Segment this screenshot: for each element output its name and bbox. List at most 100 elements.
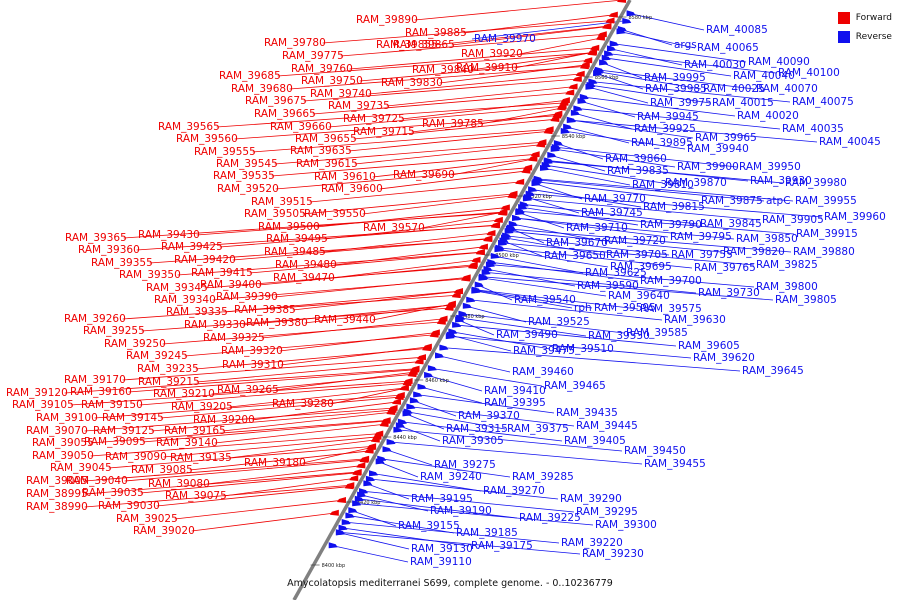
forward-gene-label: RAM_39545 xyxy=(216,158,278,170)
leader-line xyxy=(492,255,584,274)
forward-gene-label: RAM_39430 xyxy=(138,229,200,241)
leader-line xyxy=(302,193,516,215)
leader-line xyxy=(600,61,643,79)
reverse-gene-arrow xyxy=(547,151,557,158)
forward-gene-arrow xyxy=(608,11,618,18)
legend-item-forward: Forward xyxy=(837,8,892,27)
leader-line xyxy=(162,321,444,345)
reverse-gene-arrow xyxy=(363,480,373,487)
leader-line xyxy=(302,446,374,464)
forward-gene-arrow xyxy=(595,34,605,41)
forward-gene-label: RAM_39210 xyxy=(153,388,215,400)
forward-gene-arrow xyxy=(536,141,546,148)
forward-gene-arrow xyxy=(528,155,538,162)
leader-line xyxy=(350,509,397,527)
reverse-gene-label: RAM_39770 xyxy=(584,193,646,205)
reverse-gene-arrow xyxy=(594,66,604,73)
reverse-gene-arrow xyxy=(508,220,518,227)
reverse-gene-arrow xyxy=(495,244,505,251)
reverse-gene-label: RAM_40065 xyxy=(697,42,759,54)
leader-line xyxy=(122,356,425,381)
reverse-gene-label: RAM_39190 xyxy=(430,505,492,517)
reverse-gene-label: RAM_39595 xyxy=(594,302,656,314)
leader-line xyxy=(568,119,818,143)
leader-line xyxy=(611,43,747,63)
forward-gene-arrow xyxy=(453,288,463,295)
reverse-gene-arrow xyxy=(452,321,462,328)
leader-line xyxy=(587,86,649,104)
forward-gene-label: RAM_39340 xyxy=(154,294,216,306)
tick-label: 8480 kbp xyxy=(461,314,485,320)
leader-line xyxy=(473,290,573,309)
reverse-gene-arrow xyxy=(519,201,529,208)
leader-line xyxy=(425,374,483,392)
forward-gene-label: RAM_39050 xyxy=(32,450,94,462)
forward-gene-label: RAM_39250 xyxy=(104,338,166,350)
forward-gene-label: RAM_39440 xyxy=(314,314,376,326)
leader-line xyxy=(258,264,476,286)
leader-line xyxy=(514,51,596,69)
forward-gene-label: RAM_39025 xyxy=(116,513,178,525)
leader-line xyxy=(331,259,479,279)
leader-line xyxy=(521,203,699,225)
forward-gene-arrow xyxy=(478,243,488,250)
forward-gene-label: RAM_39920 xyxy=(461,48,523,60)
forward-gene-label: RAM_39165 xyxy=(164,425,226,437)
tick-label: 8400 kbp xyxy=(322,563,346,569)
forward-gene-label: RAM_39140 xyxy=(156,437,218,449)
reverse-gene-arrow xyxy=(570,109,580,116)
reverse-gene-arrow xyxy=(341,519,351,526)
leader-line xyxy=(292,290,462,311)
forward-gene-label: RAM_39345 xyxy=(146,282,208,294)
reverse-gene-arrow xyxy=(365,475,375,482)
leader-line xyxy=(337,532,410,550)
leader-line xyxy=(353,118,558,140)
forward-gene-arrow xyxy=(379,420,389,427)
forward-gene-label: RAM_39215 xyxy=(138,376,200,388)
leader-line xyxy=(337,531,581,555)
leader-line xyxy=(470,52,595,71)
forward-gene-label: RAM_39255 xyxy=(83,325,145,337)
reverse-gene-label: RAM_39195 xyxy=(411,493,473,505)
reverse-gene-label: RAM_39765 xyxy=(694,262,756,274)
leader-line xyxy=(84,458,368,482)
tick-label: 8560 kbp xyxy=(595,75,619,81)
leader-line xyxy=(328,105,565,128)
reverse-gene-label: RAM_39915 xyxy=(796,228,858,240)
forward-gene-arrow xyxy=(580,61,590,68)
reverse-gene-arrow xyxy=(511,214,521,221)
leader-line xyxy=(354,502,594,526)
reverse-gene-label: RAM_39930 xyxy=(750,175,812,187)
forward-gene-arrow xyxy=(583,57,593,64)
reverse-gene-label: RAM_39845 xyxy=(700,218,762,230)
reverse-gene-arrow xyxy=(368,470,378,477)
leader-line xyxy=(279,331,438,352)
leader-line xyxy=(463,14,616,34)
forward-gene-arrow xyxy=(422,343,432,350)
reverse-gene-arrow xyxy=(462,302,472,309)
leader-line xyxy=(309,181,523,203)
reverse-gene-label: RAM_39370 xyxy=(458,410,520,422)
reverse-gene-label: RAM_40045 xyxy=(819,136,881,148)
forward-gene-arrow xyxy=(336,497,346,504)
reverse-gene-label: RAM_40015 xyxy=(712,97,774,109)
leader-line xyxy=(333,246,486,266)
leader-line xyxy=(360,490,575,513)
reverse-gene-arrow xyxy=(606,45,616,52)
leader-line xyxy=(356,498,518,519)
leader-line xyxy=(618,30,696,49)
forward-gene-label: RAM_39045 xyxy=(50,462,112,474)
leader-line xyxy=(588,84,711,104)
reverse-gene-label: RAM_39285 xyxy=(512,471,574,483)
forward-gene-arrow xyxy=(356,462,366,469)
forward-gene-label: RAM_38990 xyxy=(26,501,88,513)
reverse-gene-label: RAM_39240 xyxy=(420,471,482,483)
reverse-gene-arrow xyxy=(386,438,396,445)
leader-line xyxy=(261,318,446,339)
reverse-gene-label: RAM_39185 xyxy=(456,527,518,539)
forward-gene-arrow xyxy=(486,230,496,237)
tick-label: 8540 kbp xyxy=(562,134,586,140)
forward-gene-label: RAM_39365 xyxy=(65,232,127,244)
leader-line xyxy=(519,37,604,55)
reverse-gene-label: RAM_39490 xyxy=(496,329,558,341)
